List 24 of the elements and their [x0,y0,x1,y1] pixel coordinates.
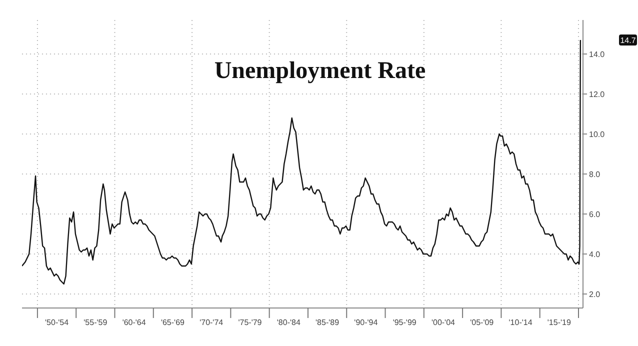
x-tick-label: '85-'89 [316,318,340,327]
y-tick-label: 6.0 [589,210,601,219]
x-tick-label: '70-'74 [200,318,224,327]
y-tick-label: 10.0 [589,130,606,139]
x-tick-label: '05-'09 [470,318,494,327]
x-tick-label: '55-'59 [84,318,108,327]
line-series [22,39,582,285]
y-tick-label: 4.0 [589,250,601,259]
x-tick-label: '65-'69 [160,318,186,327]
x-tick-label: '00-'04 [431,318,456,327]
x-tick-label: '60-'64 [122,318,146,327]
text: Unemployment Rate [213,58,427,85]
y-tick-label: 2.0 [589,290,601,299]
y-tick-label: 14.0 [589,50,606,59]
x-tick-label: '75-'79 [238,318,262,327]
x-tick-label: '95-'99 [392,318,417,327]
x-tick-label: '80-'84 [276,318,301,327]
x-tick-label: '10-'14 [508,318,533,327]
y-tick-label: 12.0 [589,90,606,99]
x-tick-label: '90-'94 [354,318,378,327]
x-tick-label: '15-'19 [547,318,572,327]
text: 14.7 [620,36,636,45]
y-tick-label: 8.0 [589,170,601,179]
x-tick-label: '50-'54 [45,318,70,327]
